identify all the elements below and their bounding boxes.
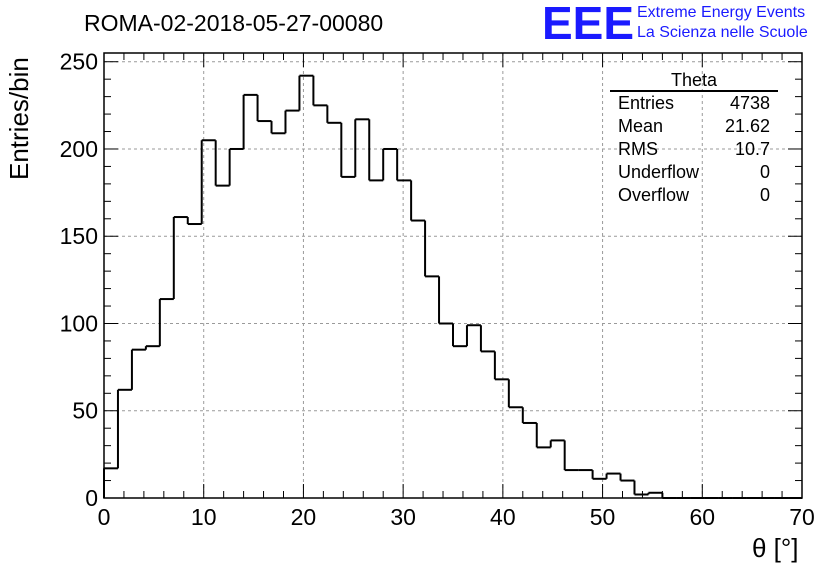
stats-label: Underflow	[618, 162, 700, 182]
stats-label: Overflow	[618, 185, 690, 205]
chart-title: ROMA-02-2018-05-27-00080	[84, 10, 384, 36]
stats-row: Underflow 0	[610, 161, 778, 184]
stats-value: 4738	[729, 93, 770, 113]
stats-row: Overflow 0	[610, 184, 778, 207]
x-tick-label: 10	[191, 504, 217, 530]
stats-label: RMS	[618, 139, 658, 159]
x-tick-label: 70	[789, 504, 815, 530]
logo-line-2: La Scienza nelle Scuole	[637, 24, 808, 41]
x-tick-label: 60	[689, 504, 715, 530]
x-tick-label: 40	[490, 504, 516, 530]
x-tick-label: 20	[291, 504, 317, 530]
logo-line-1: Extreme Energy Events	[637, 4, 806, 21]
y-tick-label: 200	[60, 136, 98, 162]
plot-frame	[103, 52, 803, 499]
stats-value: 0	[759, 185, 770, 205]
x-tick-label: 0	[98, 504, 111, 530]
stats-row: RMS 10.7	[610, 138, 778, 161]
y-tick-label: 0	[85, 485, 98, 511]
stats-value: 0	[759, 162, 770, 182]
y-tick-label: 100	[60, 310, 98, 336]
y-tick-label: 250	[60, 49, 98, 75]
x-axis-label: θ [°]	[752, 533, 799, 563]
y-tick-label: 50	[72, 398, 98, 424]
eee-logo-mark: EEE	[542, 0, 635, 49]
y-axis-label: Entries/bin	[4, 57, 34, 180]
stats-row: Mean 21.62	[610, 115, 778, 138]
y-tick-label: 150	[60, 223, 98, 249]
stats-title: Theta	[610, 70, 778, 92]
stats-box: Theta Entries 4738 Mean 21.62 RMS 10.7 U…	[610, 70, 778, 207]
x-tick-label: 30	[390, 504, 416, 530]
stats-row: Entries 4738	[610, 92, 778, 115]
stats-value: 21.62	[724, 116, 770, 136]
stats-label: Entries	[618, 93, 675, 113]
stats-label: Mean	[618, 116, 664, 136]
stats-value: 10.7	[734, 139, 770, 159]
x-tick-label: 50	[590, 504, 616, 530]
